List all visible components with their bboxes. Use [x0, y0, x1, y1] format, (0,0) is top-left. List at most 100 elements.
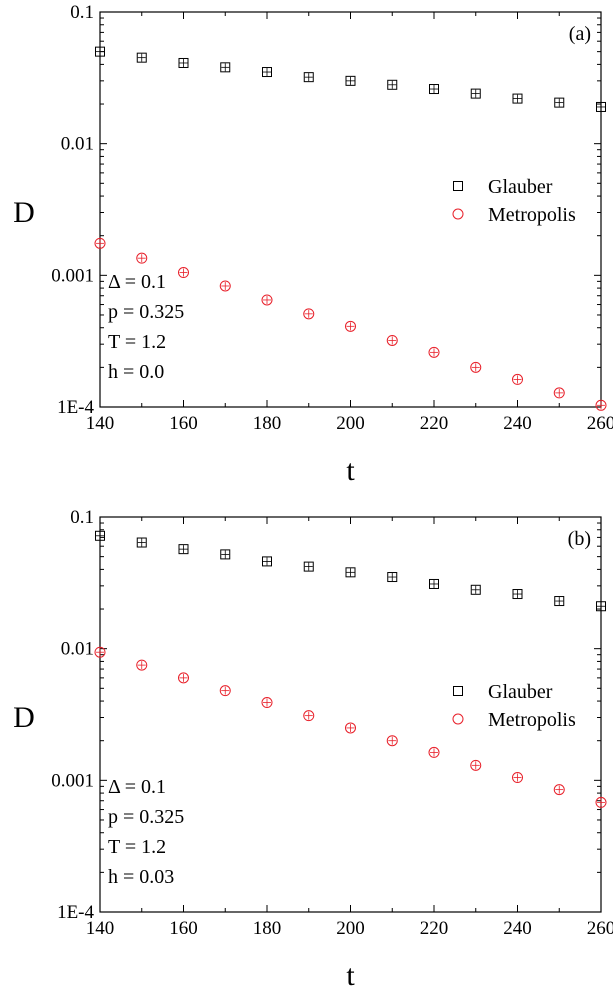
x-tick-label: 260 — [587, 413, 613, 434]
x-axis-label: t — [346, 959, 355, 992]
square-marker — [470, 88, 481, 99]
square-marker — [554, 596, 565, 607]
legend-symbol — [453, 686, 463, 696]
square-marker — [303, 561, 314, 572]
circle-marker — [553, 784, 565, 796]
x-tick-label: 240 — [503, 413, 532, 434]
circle-marker — [219, 280, 231, 292]
legend-symbol — [452, 713, 464, 725]
y-tick-label: 0.1 — [70, 2, 94, 23]
y-tick-label: 1E-4 — [57, 902, 94, 923]
x-tick-label: 180 — [253, 918, 282, 939]
parameter-annotation: p = 0.325 — [108, 301, 184, 323]
circle-marker — [595, 399, 607, 411]
circle-marker — [94, 237, 106, 249]
series-metropolis — [94, 646, 607, 808]
parameter-annotation: Δ = 0.1 — [108, 271, 166, 293]
square-marker — [178, 57, 189, 68]
y-axis-label: D — [13, 196, 35, 229]
x-tick-label: 220 — [420, 918, 449, 939]
x-axis-label: t — [346, 454, 355, 487]
parameter-annotation: T = 1.2 — [108, 836, 166, 858]
legend-symbol — [452, 208, 464, 220]
square-marker — [262, 67, 272, 78]
circle-marker — [512, 373, 523, 385]
x-tick-label: 200 — [336, 918, 365, 939]
y-tick-label: 0.1 — [70, 507, 94, 528]
square-marker — [178, 544, 189, 555]
series-glauber — [95, 530, 606, 612]
parameter-annotation: h = 0.03 — [108, 866, 174, 888]
circle-marker — [219, 685, 231, 697]
square-marker — [470, 584, 481, 595]
square-marker — [429, 84, 439, 95]
square-marker — [512, 93, 523, 104]
square-marker — [554, 97, 565, 108]
circle-marker — [261, 697, 273, 709]
x-tick-label: 240 — [503, 918, 532, 939]
y-tick-label: 0.001 — [51, 265, 94, 286]
parameter-annotation: h = 0.0 — [108, 361, 164, 383]
circle-marker — [303, 308, 315, 320]
legend-label: Glauber — [488, 681, 553, 703]
circle-marker — [345, 320, 356, 332]
circle-marker — [303, 710, 315, 722]
legend-symbol — [453, 181, 463, 191]
y-tick-label: 1E-4 — [57, 397, 94, 418]
circle-marker — [261, 294, 273, 306]
y-axis-label: D — [13, 701, 35, 734]
circle-marker — [178, 267, 189, 279]
x-tick-label: 140 — [86, 413, 115, 434]
circle-marker — [178, 672, 189, 684]
parameter-annotation: T = 1.2 — [108, 331, 166, 353]
circle-marker — [386, 334, 398, 346]
circle-marker — [595, 796, 607, 808]
circle-marker — [428, 746, 440, 758]
circle-marker — [470, 361, 482, 373]
square-marker — [220, 62, 231, 73]
x-tick-label: 180 — [253, 413, 282, 434]
legend: Glauber Metropolis — [452, 681, 576, 731]
square-marker — [262, 556, 272, 567]
circle-marker — [428, 346, 440, 358]
circle-marker — [553, 387, 565, 399]
circle-marker — [94, 646, 106, 658]
square-marker — [512, 589, 523, 600]
y-tick-label: 0.01 — [61, 639, 94, 660]
square-marker — [220, 549, 231, 560]
square-marker — [136, 537, 147, 548]
circle-marker — [470, 759, 482, 771]
series-metropolis — [94, 237, 607, 411]
circle-marker — [386, 735, 398, 747]
x-tick-label: 160 — [169, 413, 198, 434]
chart-panel-a: 140 160 180 200 220 240 260 1E-4 0.001 0.01 0.1 Dt (… — [13, 2, 613, 487]
x-tick-label: 160 — [169, 918, 198, 939]
parameter-annotation: Δ = 0.1 — [108, 776, 166, 798]
square-marker — [345, 75, 356, 86]
y-tick-label: 0.001 — [51, 770, 94, 791]
square-marker — [596, 601, 606, 612]
legend-label: Glauber — [488, 176, 553, 198]
chart-panel-b: 140 160 180 200 220 240 260 1E-4 0.001 0.01 0.1 Dt (… — [13, 507, 613, 992]
series-glauber — [95, 46, 606, 112]
legend-label: Metropolis — [488, 709, 576, 731]
y-tick-label: 0.01 — [61, 134, 94, 155]
circle-marker — [345, 722, 356, 734]
x-tick-label: 140 — [86, 918, 115, 939]
x-tick-label: 260 — [587, 918, 613, 939]
square-marker — [429, 578, 439, 589]
circle-marker — [136, 252, 148, 264]
legend-label: Metropolis — [488, 204, 576, 226]
square-marker — [345, 567, 356, 578]
square-marker — [387, 79, 398, 90]
square-marker — [303, 72, 314, 83]
legend: Glauber Metropolis — [452, 176, 576, 226]
parameter-annotation: p = 0.325 — [108, 806, 184, 828]
x-tick-label: 200 — [336, 413, 365, 434]
circle-marker — [136, 659, 148, 671]
panel-label: (a) — [569, 23, 591, 45]
square-marker — [95, 46, 105, 57]
square-marker — [596, 101, 606, 112]
square-marker — [95, 530, 105, 541]
